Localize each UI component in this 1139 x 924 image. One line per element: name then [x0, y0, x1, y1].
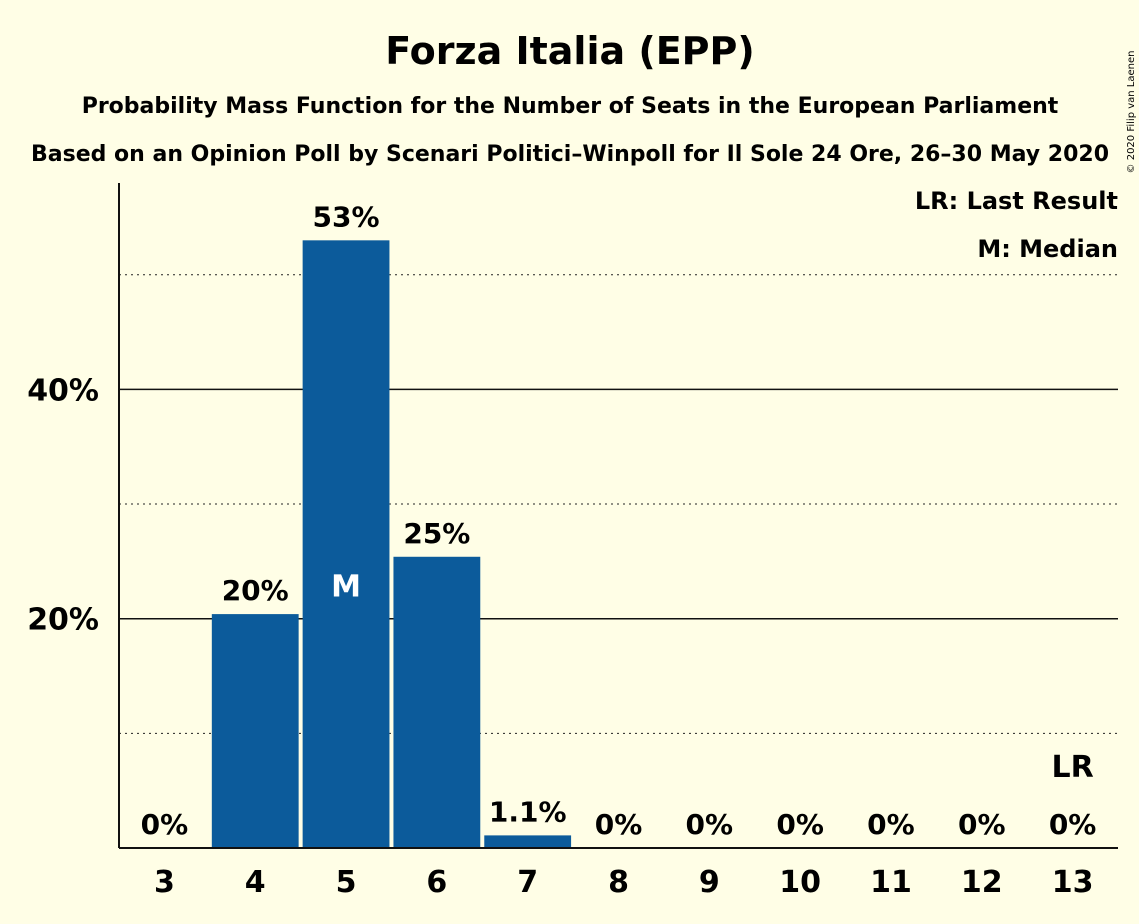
bar-5: [302, 240, 390, 849]
legend-last-result: LR: Last Result: [915, 187, 1118, 215]
x-tick-label-11: 11: [870, 865, 912, 900]
value-label-6: 25%: [403, 517, 470, 550]
bar-6: [393, 556, 481, 848]
y-tick-label: 40%: [27, 373, 99, 408]
value-label-13: 0%: [1049, 808, 1097, 841]
median-marker: M: [331, 569, 361, 604]
x-tick-label-9: 9: [699, 865, 720, 900]
x-tick-label-6: 6: [426, 865, 447, 900]
value-label-4: 20%: [222, 574, 289, 607]
value-label-3: 0%: [141, 808, 189, 841]
plot-area: 20% 40% 0% 3 20% 4 53% 5 M 25% 6 1.1% 7 0% 8 0% 9 0% 10 0% 1…: [27, 183, 1118, 900]
y-tick-label: 20%: [27, 603, 99, 638]
legend-median: M: Median: [977, 235, 1118, 263]
bar-4: [211, 614, 299, 848]
last-result-marker: LR: [1051, 750, 1093, 785]
value-label-10: 0%: [776, 808, 824, 841]
value-label-7: 1.1%: [489, 795, 567, 828]
copyright-note: © 2020 Filip van Laenen: [1126, 51, 1137, 174]
chart-subtitle: Probability Mass Function for the Number…: [82, 94, 1059, 119]
x-tick-label-12: 12: [961, 865, 1003, 900]
value-label-11: 0%: [867, 808, 915, 841]
x-tick-label-7: 7: [517, 865, 538, 900]
value-label-12: 0%: [958, 808, 1006, 841]
bar-7: [484, 835, 572, 848]
value-label-8: 0%: [595, 808, 643, 841]
value-label-9: 0%: [686, 808, 734, 841]
chart-subtitle-source: Based on an Opinion Poll by Scenari Poli…: [31, 142, 1109, 167]
x-tick-label-3: 3: [154, 865, 175, 900]
x-tick-label-5: 5: [336, 865, 357, 900]
chart-title: Forza Italia (EPP): [385, 29, 755, 73]
x-tick-label-8: 8: [608, 865, 629, 900]
x-tick-label-4: 4: [245, 865, 266, 900]
x-tick-label-10: 10: [779, 865, 821, 900]
x-tick-label-13: 13: [1052, 865, 1094, 900]
value-label-5: 53%: [313, 200, 380, 233]
